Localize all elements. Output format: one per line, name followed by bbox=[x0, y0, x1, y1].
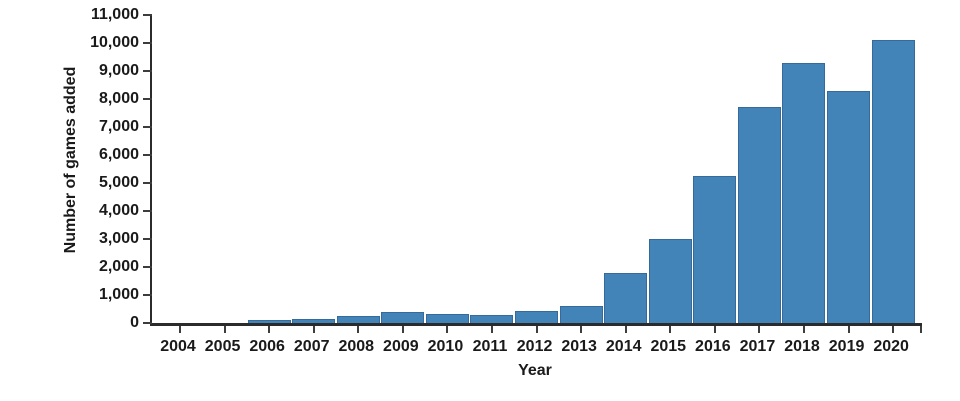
bar-2008 bbox=[336, 316, 380, 323]
y-tick-label-6000: 6,000 bbox=[98, 146, 139, 163]
y-tick-1000 bbox=[143, 294, 152, 296]
y-tick-2000 bbox=[143, 266, 152, 268]
x-tick-label-2020: 2020 bbox=[873, 338, 909, 355]
y-tick-6000 bbox=[143, 154, 152, 156]
bar-2015 bbox=[648, 239, 692, 323]
x-tick-label-2013: 2013 bbox=[561, 338, 597, 355]
y-tick-label-7000: 7,000 bbox=[98, 118, 139, 135]
y-tick-4000 bbox=[143, 210, 152, 212]
x-tick-2007 bbox=[312, 326, 315, 333]
x-tick-label-2012: 2012 bbox=[516, 338, 553, 355]
x-tick-2012 bbox=[535, 326, 538, 333]
x-tick-2004 bbox=[179, 326, 181, 333]
bar-2009 bbox=[381, 312, 425, 323]
x-axis-title: Year bbox=[518, 362, 552, 379]
x-tick-label-2009: 2009 bbox=[383, 338, 419, 355]
bar-2012 bbox=[515, 310, 559, 323]
x-tick-label-2008: 2008 bbox=[338, 338, 375, 355]
y-tick-label-10000: 10,000 bbox=[90, 34, 139, 51]
bar-2018 bbox=[782, 62, 826, 323]
y-tick-3000 bbox=[143, 238, 152, 240]
x-tick-2009 bbox=[401, 326, 404, 333]
x-tick-label-2010: 2010 bbox=[427, 338, 464, 355]
bar-2014 bbox=[604, 272, 648, 323]
x-tick-2005 bbox=[223, 326, 226, 333]
y-tick-0 bbox=[143, 322, 152, 324]
x-tick-label-2005: 2005 bbox=[204, 338, 241, 355]
y-tick-9000 bbox=[143, 70, 152, 72]
y-tick-label-1000: 1,000 bbox=[98, 286, 139, 303]
y-tick-label-0: 0 bbox=[130, 314, 139, 331]
y-tick-7000 bbox=[143, 126, 152, 128]
y-tick-label-11000: 11,000 bbox=[90, 6, 139, 23]
y-tick-10000 bbox=[143, 42, 152, 44]
x-tick-label-2007: 2007 bbox=[293, 338, 330, 355]
x-tick-label-2016: 2016 bbox=[695, 338, 731, 355]
x-tick-2011 bbox=[490, 326, 493, 333]
bar-2006 bbox=[247, 320, 291, 323]
x-tick-2020 bbox=[892, 326, 895, 333]
y-tick-label-9000: 9,000 bbox=[98, 62, 139, 79]
bar-2013 bbox=[559, 305, 603, 323]
x-tick-2019 bbox=[847, 326, 850, 333]
y-tick-11000 bbox=[143, 14, 152, 16]
x-tick-label-2004: 2004 bbox=[160, 338, 196, 355]
x-tick-label-2014: 2014 bbox=[605, 338, 642, 355]
plot-area: 0 1,000 2,000 3,000 4,000 5,000 6,000 7,000 8,00… bbox=[90, 6, 922, 333]
y-tick-label-2000: 2,000 bbox=[98, 258, 139, 275]
x-tick-2017 bbox=[758, 326, 761, 333]
bar-2020 bbox=[871, 40, 915, 323]
x-tick-label-2006: 2006 bbox=[249, 338, 285, 355]
x-tick-label-2015: 2015 bbox=[650, 338, 687, 355]
y-tick-label-3000: 3,000 bbox=[98, 230, 139, 247]
x-tick-2015 bbox=[669, 326, 672, 333]
x-tick-2008 bbox=[357, 326, 360, 333]
bar-2011 bbox=[470, 314, 514, 323]
y-tick-label-8000: 8,000 bbox=[98, 90, 139, 107]
x-tick-2013 bbox=[580, 326, 583, 333]
y-tick-label-5000: 5,000 bbox=[98, 174, 139, 191]
y-tick-label-4000: 4,000 bbox=[98, 202, 139, 219]
x-tick-2006 bbox=[268, 326, 271, 333]
y-tick-8000 bbox=[143, 98, 152, 100]
x-tick-label-2018: 2018 bbox=[784, 338, 820, 355]
x-tick-2014 bbox=[624, 326, 627, 333]
y-tick-5000 bbox=[143, 182, 152, 184]
x-tick-label-2019: 2019 bbox=[828, 338, 865, 355]
bar-2010 bbox=[425, 314, 469, 323]
bar-2016 bbox=[693, 176, 737, 323]
x-axis-end-tick bbox=[920, 326, 922, 333]
x-tick-2018 bbox=[802, 326, 805, 333]
bar-2019 bbox=[827, 90, 871, 323]
bar-2017 bbox=[737, 107, 781, 323]
x-tick-2016 bbox=[713, 326, 716, 333]
bar-2007 bbox=[292, 318, 336, 323]
x-tick-2010 bbox=[446, 326, 449, 333]
x-tick-label-2017: 2017 bbox=[739, 338, 776, 355]
x-tick-label-2011: 2011 bbox=[472, 338, 508, 355]
